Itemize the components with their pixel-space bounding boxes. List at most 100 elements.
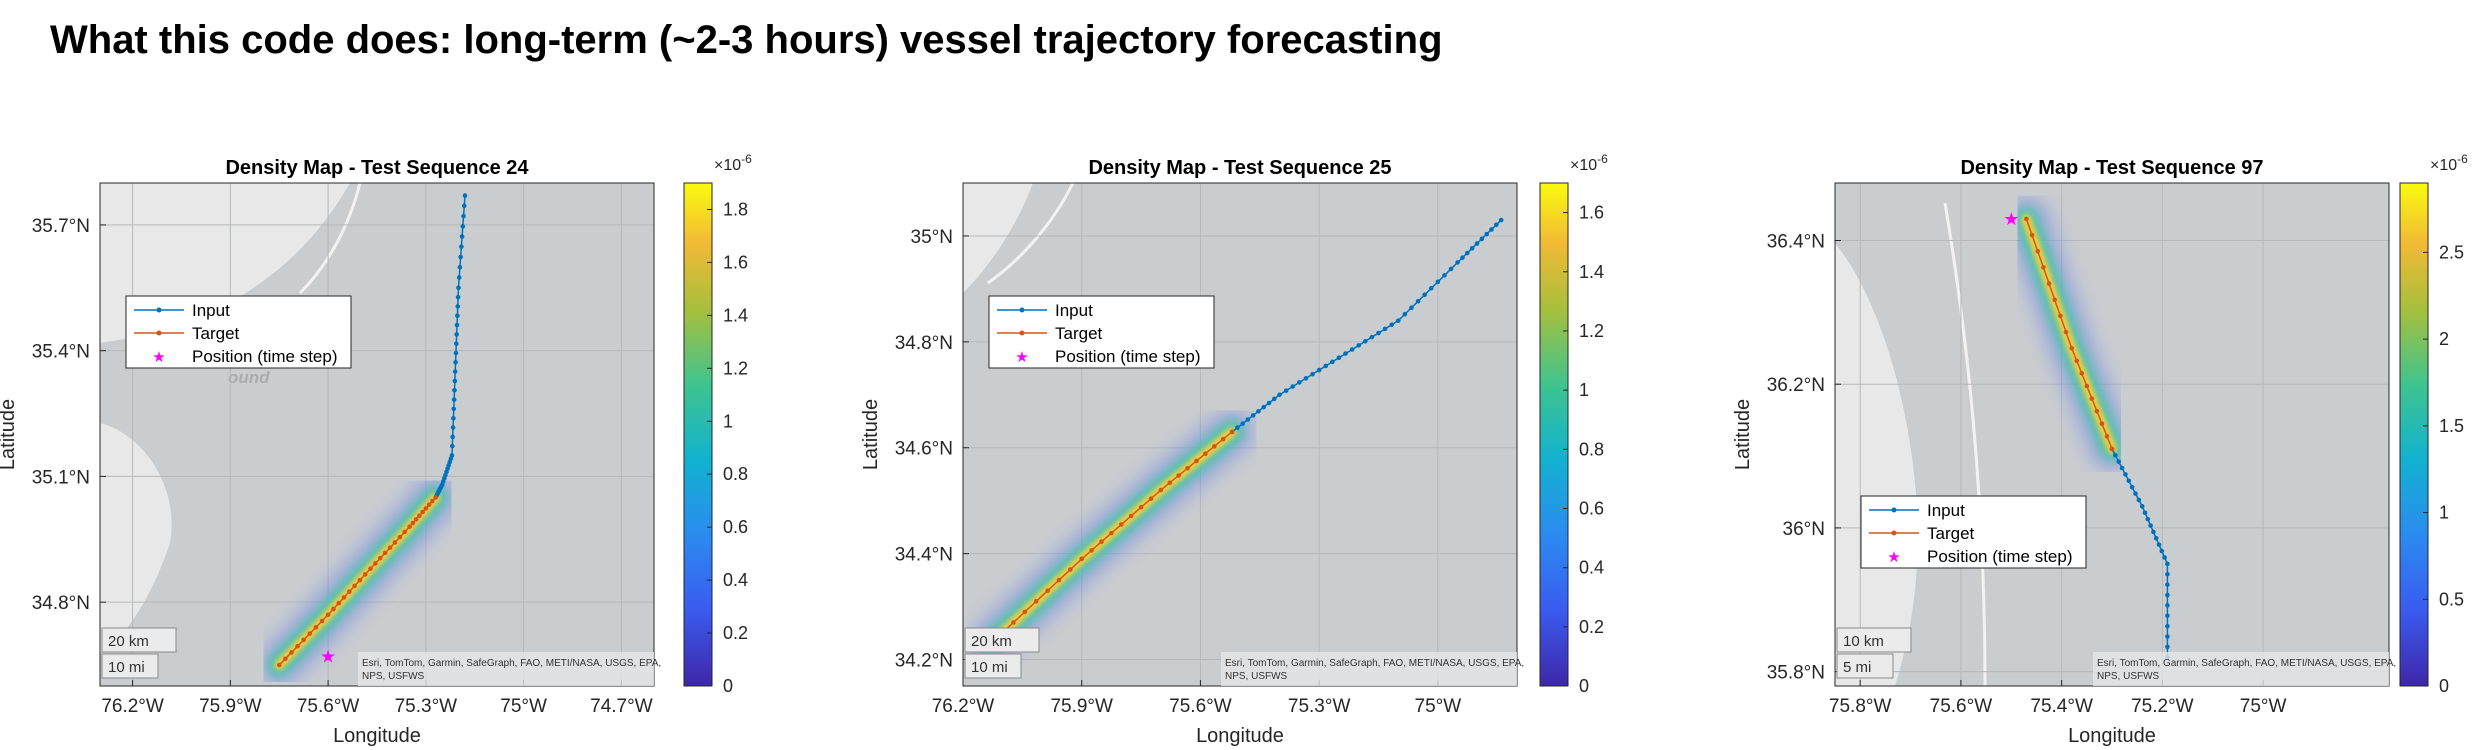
colorbar-tick-label: 0.4 (723, 570, 748, 590)
series-input-point (1349, 347, 1355, 352)
series-input-point (1402, 311, 1408, 317)
series-input-point (1448, 266, 1454, 272)
series-input-point (454, 322, 460, 328)
scale-bar-mi: 5 mi (1843, 659, 1871, 676)
series-target-point (2079, 371, 2085, 376)
series-input-point (2159, 548, 2165, 554)
series-input-point (2136, 497, 2142, 503)
series-input-point (453, 360, 458, 365)
series-target-point (1022, 609, 1028, 615)
land-shape (100, 423, 172, 653)
series-target-point (423, 506, 429, 511)
series-input-point (2148, 523, 2153, 528)
series-target-point (2109, 446, 2115, 452)
series-input-point (2142, 510, 2148, 516)
x-tick-label: 75°W (500, 696, 547, 717)
colorbar-tick-label: 0.8 (723, 464, 748, 484)
attribution-text: Esri, TomTom, Garmin, SafeGraph, FAO, ME… (2097, 658, 2396, 669)
series-input-point (1316, 367, 1322, 373)
series-input-point (1494, 222, 1499, 228)
series-target-point (2099, 421, 2105, 427)
series-input-point (455, 313, 460, 319)
legend-box (988, 295, 1215, 369)
series-target-point (420, 509, 425, 515)
series-target-point (352, 583, 357, 589)
colorbar-tick-label: 0.8 (1579, 439, 1604, 459)
series-target-point (407, 524, 412, 530)
colorbar-tick-label: 1.4 (723, 305, 748, 325)
x-axis-label: Longitude (2068, 725, 2156, 747)
scale-bar: 20 km 10 mi (964, 627, 1040, 679)
series-input-point (455, 304, 461, 309)
chart-title: Density Map - Test Sequence 97 (1960, 157, 2263, 179)
series-input-point (1330, 359, 1335, 365)
series-input-point (452, 378, 458, 384)
series-input-point (453, 350, 459, 356)
series-target-point (417, 513, 422, 519)
series-input-point (1250, 413, 1256, 418)
series-input-point (452, 369, 458, 374)
series-input-point (2165, 634, 2170, 639)
barrier-island (987, 183, 1075, 285)
series-input-point (450, 425, 456, 430)
legend-swatch-marker (156, 330, 162, 336)
series-input-point (452, 387, 457, 393)
series-target-point (2024, 216, 2029, 222)
colorbar-tick-label: 1 (1579, 380, 1589, 400)
series-input-point (2165, 582, 2170, 587)
colorbar-tick-label: 0 (723, 676, 733, 696)
colorbar-tick-label: 1.2 (1579, 321, 1604, 341)
series-input-point (2126, 478, 2132, 484)
series-target-point (1079, 556, 1085, 562)
series-target-point (289, 650, 294, 655)
colorbar-tick-label: 0.6 (723, 517, 748, 537)
series-target-point (301, 637, 306, 643)
map-attribution: Esri, TomTom, Garmin, SafeGraph, FAO, ME… (2093, 652, 2396, 686)
series-input-point (2165, 571, 2170, 577)
series-input-point (1343, 351, 1348, 356)
series-target-point (2058, 313, 2063, 319)
attribution-text: NPS, USFWS (2097, 671, 2160, 682)
x-tick-label: 75.2°W (2131, 696, 2194, 717)
series-input-point (1484, 231, 1489, 237)
map-land (1835, 202, 1987, 686)
series-target-point (1109, 530, 1114, 536)
series-target-point (313, 625, 319, 630)
series-input-point (1277, 392, 1282, 398)
series-target-point (397, 534, 403, 540)
series-input-point (457, 264, 463, 270)
series-input-point (1469, 246, 1475, 251)
grid (100, 183, 654, 686)
series-target-point (1167, 480, 1173, 486)
x-axis-label: Longitude (1196, 725, 1284, 747)
series-target-point (2084, 383, 2090, 389)
series-target-point (410, 520, 416, 526)
series-target-point (430, 498, 435, 504)
x-tick-label: 75.8°W (1829, 696, 1892, 717)
series-input-point (2162, 555, 2167, 560)
series-input-line (1231, 219, 1502, 433)
series-target-point (368, 566, 373, 571)
colorbar-tick-label: 1.8 (723, 199, 748, 219)
legend-entry: Input (1927, 501, 1965, 520)
legend-box (125, 295, 352, 369)
series-input-point (451, 397, 457, 402)
series-target-point (1045, 588, 1050, 593)
colorbar-exponent: ×10-6 (1570, 152, 1608, 174)
series-input-point (1336, 355, 1342, 361)
series-target-point (2046, 281, 2052, 286)
legend-swatch-star: ★ (152, 349, 165, 366)
colorbar-tick-label: 0.4 (1579, 558, 1604, 578)
series-input-point (1271, 396, 1277, 402)
series-input-point (1422, 292, 1427, 298)
x-tick-label: 75.4°W (2030, 696, 2093, 717)
colorbar-tick-label: 1 (723, 411, 733, 431)
series-target-point (307, 631, 313, 636)
series-input-point (1369, 334, 1375, 340)
colorbar-tick-label: 1 (2439, 503, 2449, 523)
series-input-point (1489, 227, 1494, 232)
series-target-point (1138, 505, 1144, 510)
series-input-point (2129, 484, 2135, 490)
chart-panel-0: ound ★ 76.2°W 75.9°W 75.6°W 75.3°W 75°W 74.7°W 3… (0, 152, 752, 747)
attribution-text: Esri, TomTom, Garmin, SafeGraph, FAO, ME… (1225, 658, 1524, 669)
